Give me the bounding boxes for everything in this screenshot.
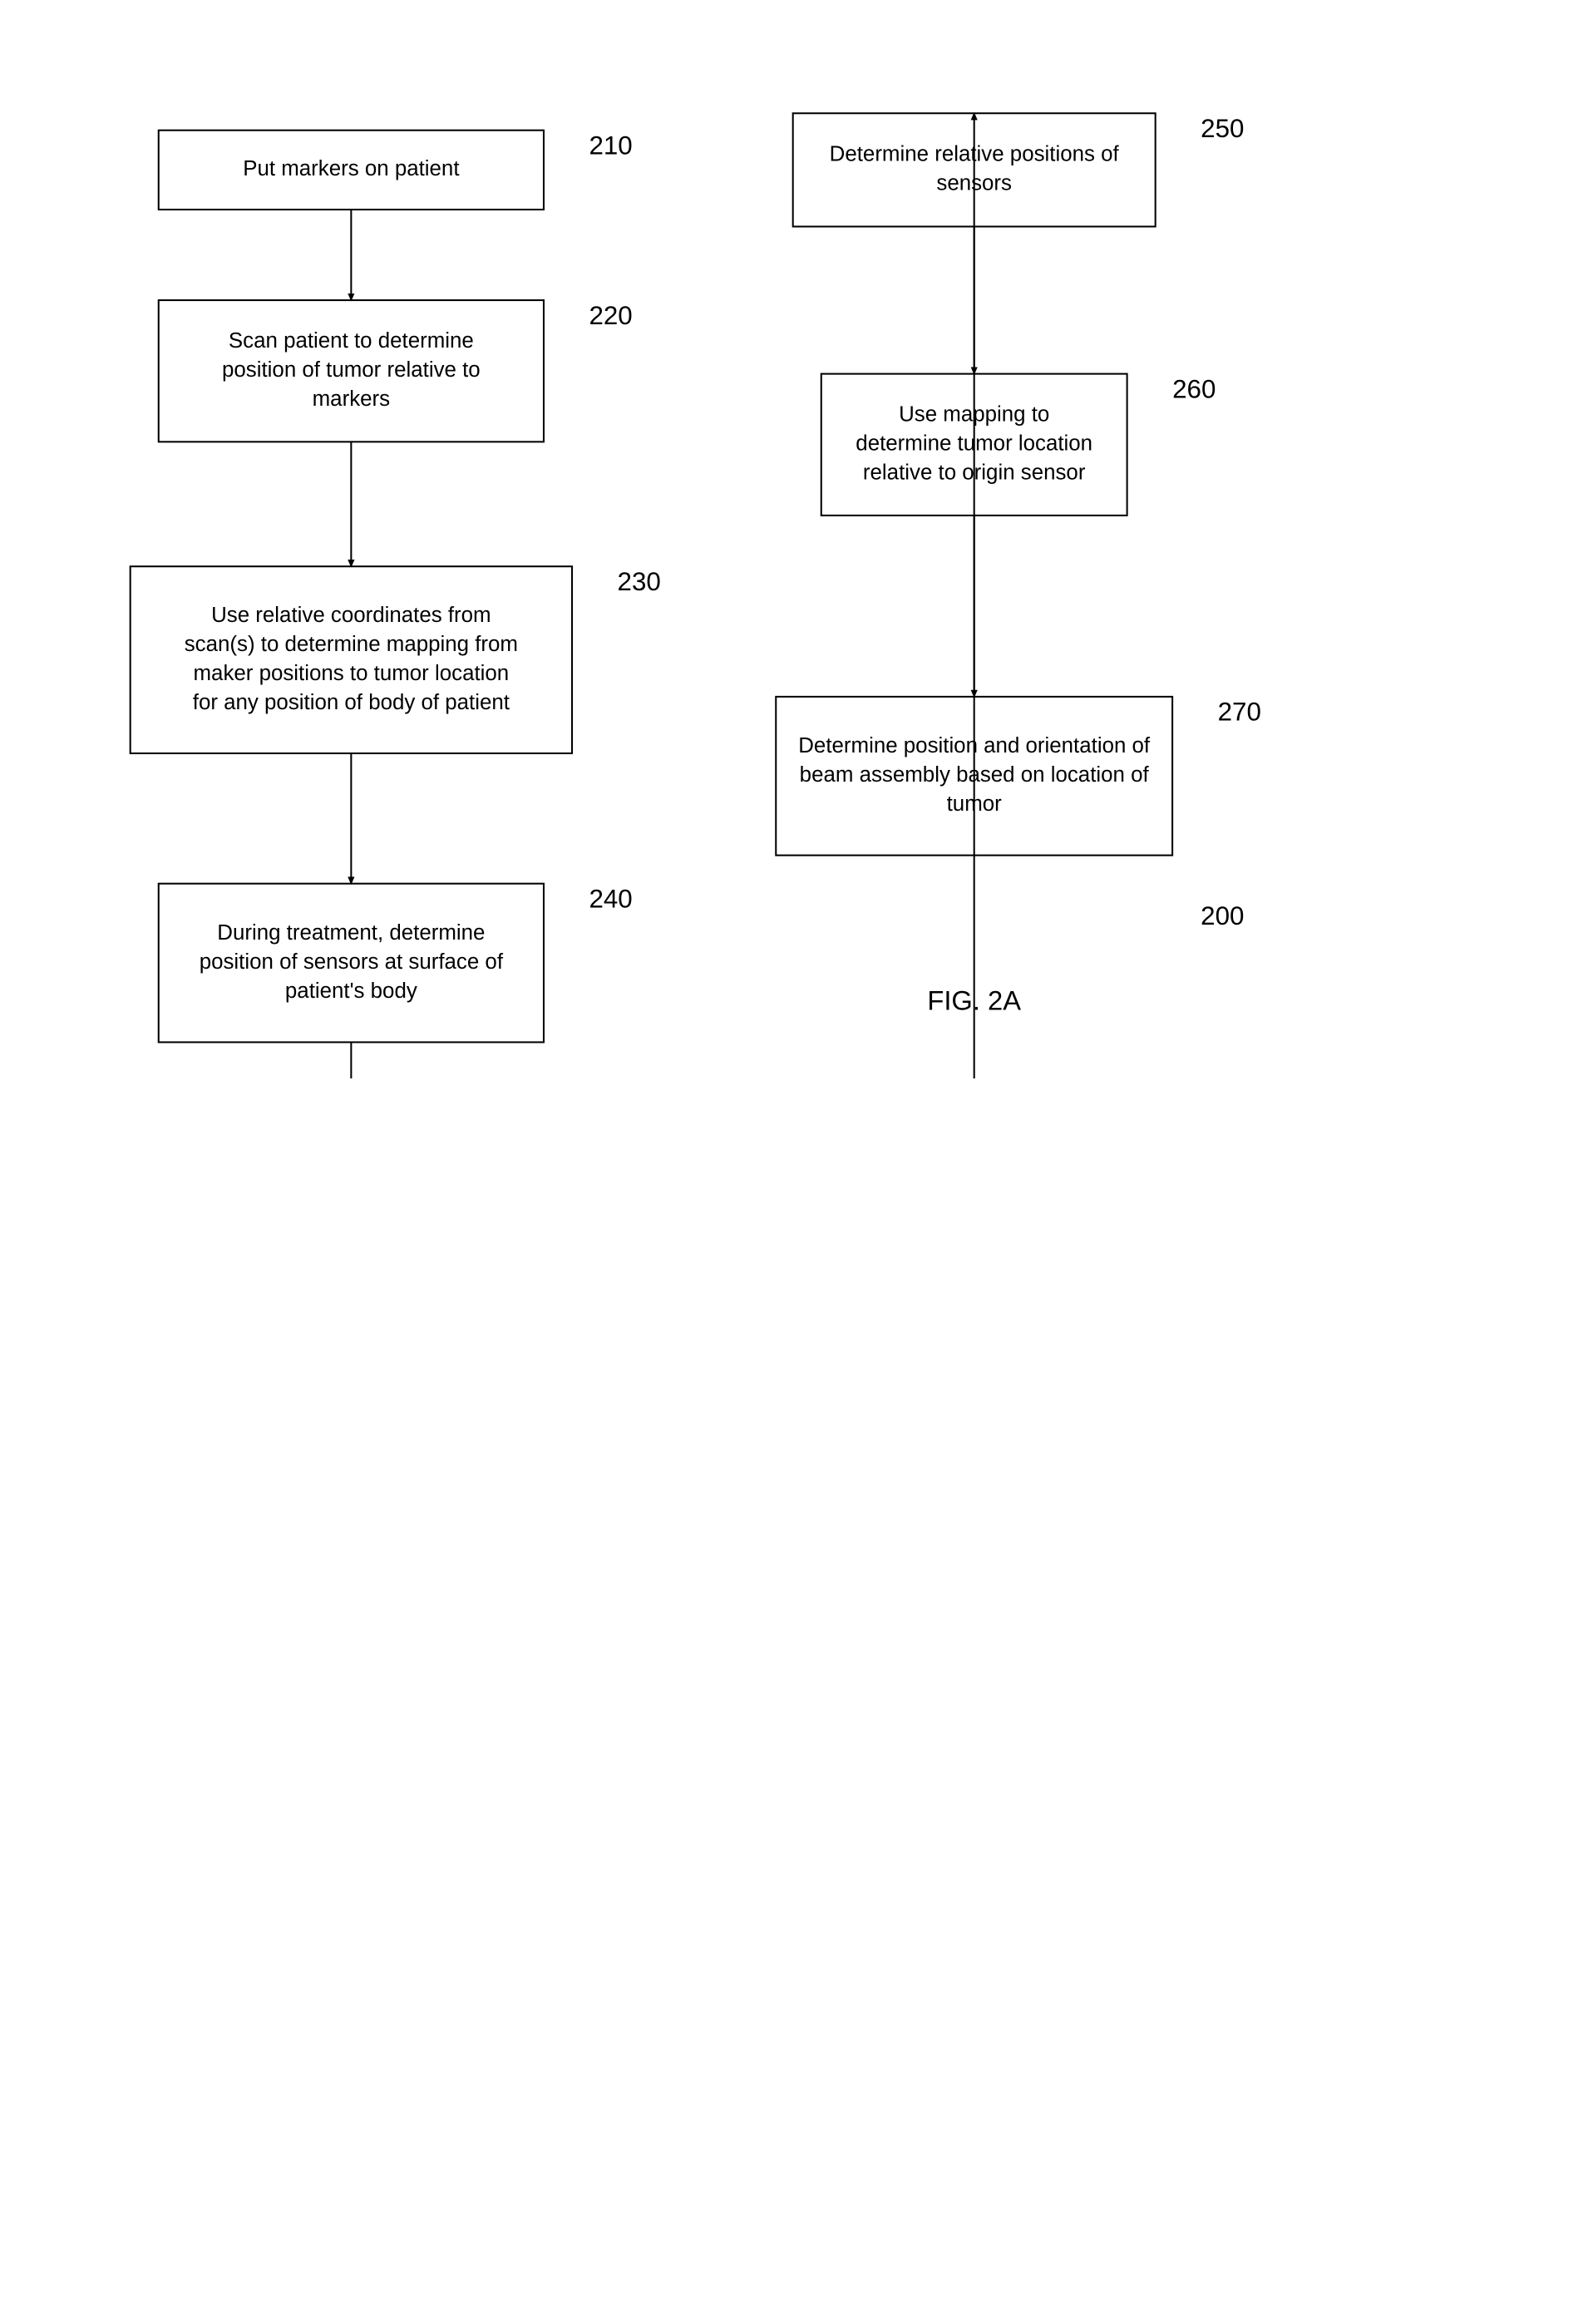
flow-node-text: for any position of body of patient — [193, 691, 510, 714]
flow-node-ref: 250 — [1201, 114, 1244, 143]
flow-node-text: markers — [313, 387, 390, 411]
flow-node: Determine relative positions ofsensors25… — [793, 113, 1245, 226]
flow-node-ref: 270 — [1218, 698, 1261, 727]
flow-node: Scan patient to determine position of tum… — [159, 300, 633, 442]
flow-node-ref: 230 — [618, 567, 661, 596]
figure-ref: 200 — [1201, 901, 1244, 930]
flow-node-text: Scan patient to determine — [229, 329, 474, 353]
flow-node: Use mapping todetermine tumor locationre… — [821, 374, 1216, 516]
flow-node: Put markers on patient 210 — [159, 131, 633, 210]
flow-node-ref: 220 — [589, 301, 632, 330]
flow-node-text: Use relative coordinates from — [211, 604, 491, 627]
flow-node-box — [131, 566, 572, 753]
flow-node: During treatment, determine position of s… — [159, 884, 633, 1043]
flow-node-ref: 240 — [589, 884, 632, 913]
figure-label: FIG. 2A — [927, 984, 1021, 1015]
flow-node: Determine position and orientation ofbea… — [776, 697, 1261, 856]
flow-node-text: scan(s) to determine mapping from — [185, 633, 518, 656]
flow-node-text: maker positions to tumor location — [194, 662, 510, 685]
flow-node-text: Put markers on patient — [243, 157, 459, 180]
flow-node-text: patient's body — [285, 979, 417, 1003]
flow-node-ref: 210 — [589, 131, 632, 160]
flow-node-ref: 260 — [1172, 374, 1216, 403]
flow-node-text: During treatment, determine — [217, 921, 485, 945]
flow-node: Use relative coordinates from scan(s) to … — [131, 566, 661, 753]
flow-node-text: position of sensors at surface of — [200, 950, 504, 974]
flow-node-text: position of tumor relative to — [222, 358, 481, 382]
